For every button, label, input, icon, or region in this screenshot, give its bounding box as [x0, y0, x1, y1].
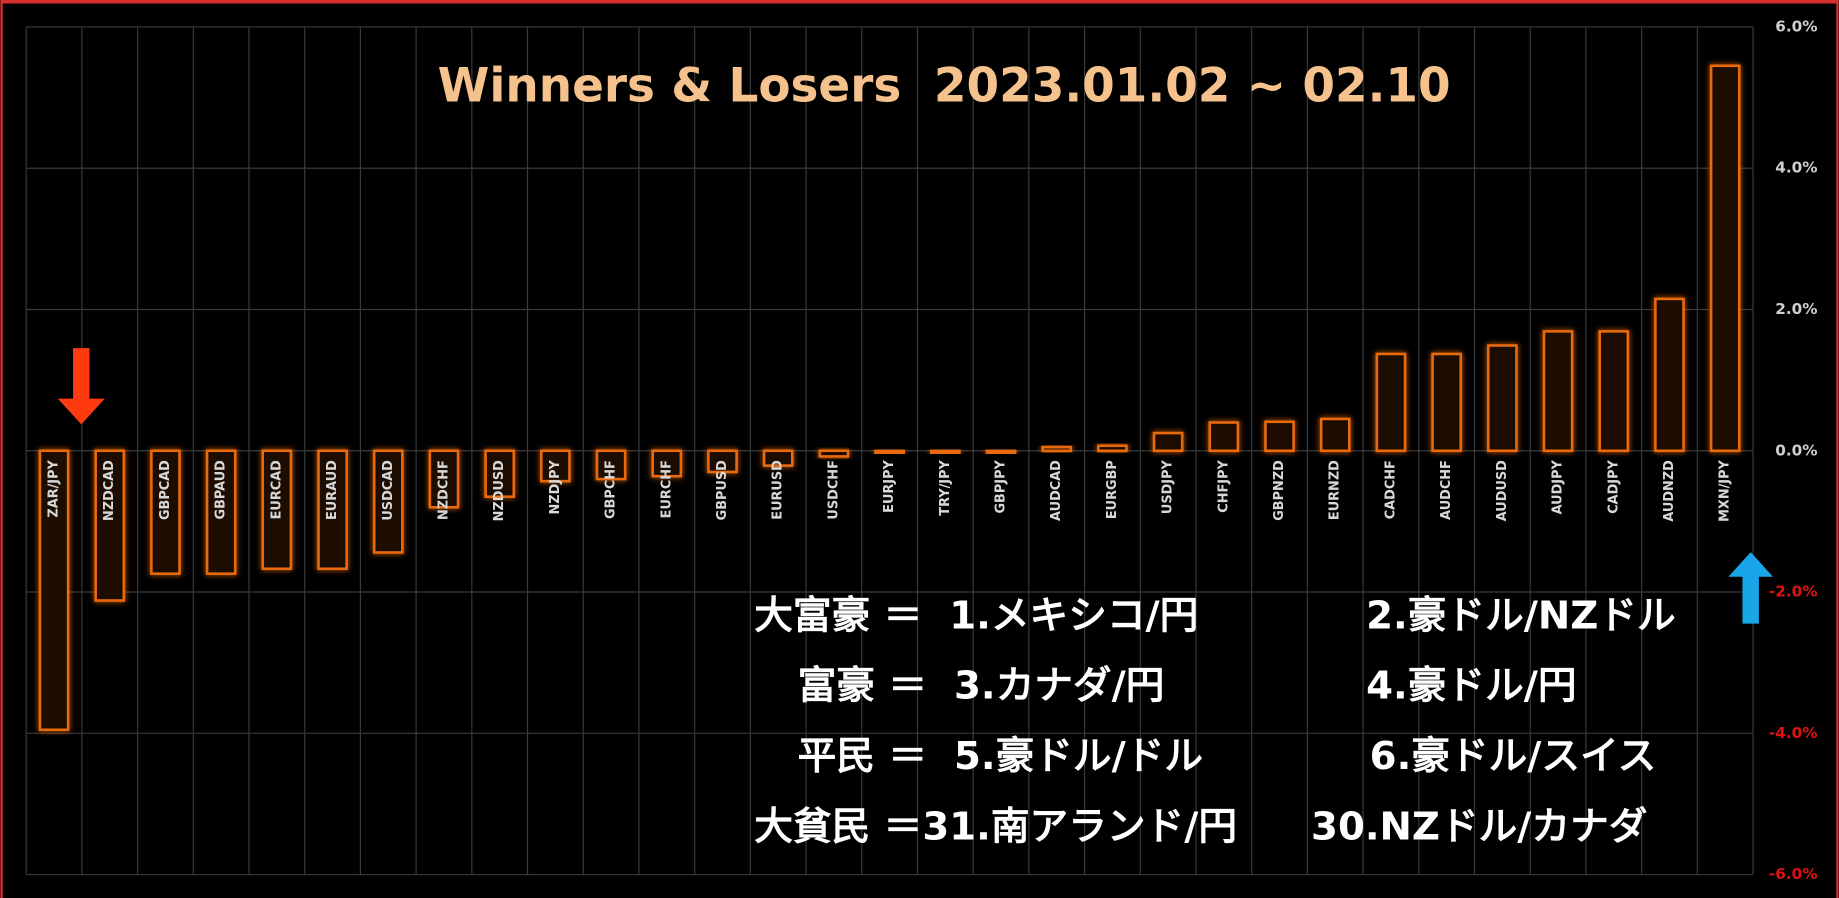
x-tick-label: NZDJPY [548, 459, 563, 514]
x-tick-label: NZDCHF [436, 460, 451, 520]
top-border [0, 0, 1839, 4]
annotation-left: 富豪 ＝ 3.カナダ/円 [798, 664, 1165, 709]
bars [38, 64, 1741, 732]
bar [985, 449, 1017, 455]
x-tick-label: USDCHF [826, 460, 841, 519]
x-tick-label: GBPCHF [604, 460, 619, 519]
bar [1431, 352, 1463, 453]
bar [150, 449, 181, 575]
x-tick-label: CADCHF [1383, 460, 1398, 519]
x-tick-label: EURNZD [1328, 460, 1343, 520]
x-tick-label: EURCAD [269, 460, 284, 520]
right-border [1836, 0, 1839, 898]
bar [707, 449, 738, 474]
y-tick-label: 4.0% [1775, 159, 1817, 177]
y-tick-label: -6.0% [1769, 865, 1818, 883]
bar [205, 449, 237, 575]
x-tick-label: ZAR/JPY [47, 459, 62, 517]
x-tick-label: NZDCAD [102, 460, 117, 521]
bar [1598, 330, 1630, 453]
x-tick-label: USDJPY [1161, 459, 1176, 514]
annotation-left: 大貧民 ＝31.南アランド/円 [754, 804, 1237, 849]
bar [1709, 64, 1741, 453]
down-arrow [57, 348, 105, 425]
left-border [0, 0, 3, 898]
bar [540, 449, 571, 483]
bar [818, 449, 850, 458]
bar [1486, 344, 1518, 453]
x-tick-label: MXN/JPY [1718, 459, 1733, 521]
bar [651, 449, 683, 478]
bar [94, 449, 126, 602]
y-tick-label: -4.0% [1769, 724, 1818, 742]
x-tick-label: AUDNZD [1662, 460, 1677, 522]
bar [874, 449, 905, 455]
annotation-right: 2.豪ドル/NZドル [1366, 593, 1676, 638]
x-tick-label: GBPJPY [994, 459, 1009, 513]
x-tick-label: EURJPY [882, 459, 897, 512]
x-tick-label: GBPAUD [214, 460, 229, 520]
bar [1152, 431, 1184, 453]
bar [1208, 421, 1240, 453]
bar [261, 449, 293, 571]
bar [1375, 352, 1407, 453]
bar [929, 449, 961, 455]
bar [428, 449, 460, 509]
annotation-right: 6.豪ドル/スイス [1370, 734, 1657, 779]
bar [762, 449, 794, 467]
y-tick-label: -2.0% [1769, 583, 1818, 601]
bar [1654, 297, 1685, 453]
x-tick-label: EURCHF [659, 460, 674, 518]
x-tick-label: EURUSD [771, 460, 786, 520]
annotation-left: 大富豪 ＝ 1.メキシコ/円 [754, 593, 1198, 638]
annotation-right: 4.豪ドル/円 [1366, 664, 1576, 709]
bar [1542, 330, 1574, 453]
bar [1097, 444, 1128, 453]
x-tick-label: GBPCAD [158, 460, 173, 520]
x-tick-label: GBPUSD [715, 460, 730, 521]
x-tick-label: AUDUSD [1495, 460, 1510, 521]
chart-title: Winners & Losers 2023.01.02 ~ 02.10 [438, 59, 1451, 114]
bar [372, 449, 404, 554]
x-tick-label: NZDUSD [492, 460, 507, 522]
x-tick-label: USDCAD [381, 460, 396, 521]
bar [1264, 420, 1295, 453]
bar [1319, 417, 1351, 453]
annotation-right: 30.NZドル/カナダ [1311, 804, 1647, 849]
bar [595, 449, 627, 481]
x-tick-label: EURGBP [1105, 460, 1120, 519]
y-tick-label: 6.0% [1775, 17, 1817, 35]
y-tick-label: 0.0% [1775, 441, 1817, 459]
up-arrow [1728, 552, 1773, 624]
bar [317, 449, 348, 571]
grid [25, 26, 1754, 876]
x-tick-label: EURAUD [325, 460, 340, 520]
x-tick-label: TRY/JPY [938, 459, 953, 515]
bar [484, 449, 516, 498]
bar [38, 449, 70, 732]
bar [1041, 445, 1073, 453]
x-tick-label: AUDJPY [1551, 459, 1566, 514]
x-tick-label: GBPNZD [1272, 460, 1287, 521]
y-tick-label: 2.0% [1775, 300, 1817, 318]
x-tick-label: CHFJPY [1216, 459, 1231, 512]
x-tick-label: AUDCAD [1049, 460, 1064, 521]
x-tick-label: CADJPY [1606, 459, 1621, 513]
x-tick-label: AUDCHF [1439, 460, 1454, 520]
annotation-left: 平民 ＝ 5.豪ドル/ドル [798, 734, 1204, 779]
